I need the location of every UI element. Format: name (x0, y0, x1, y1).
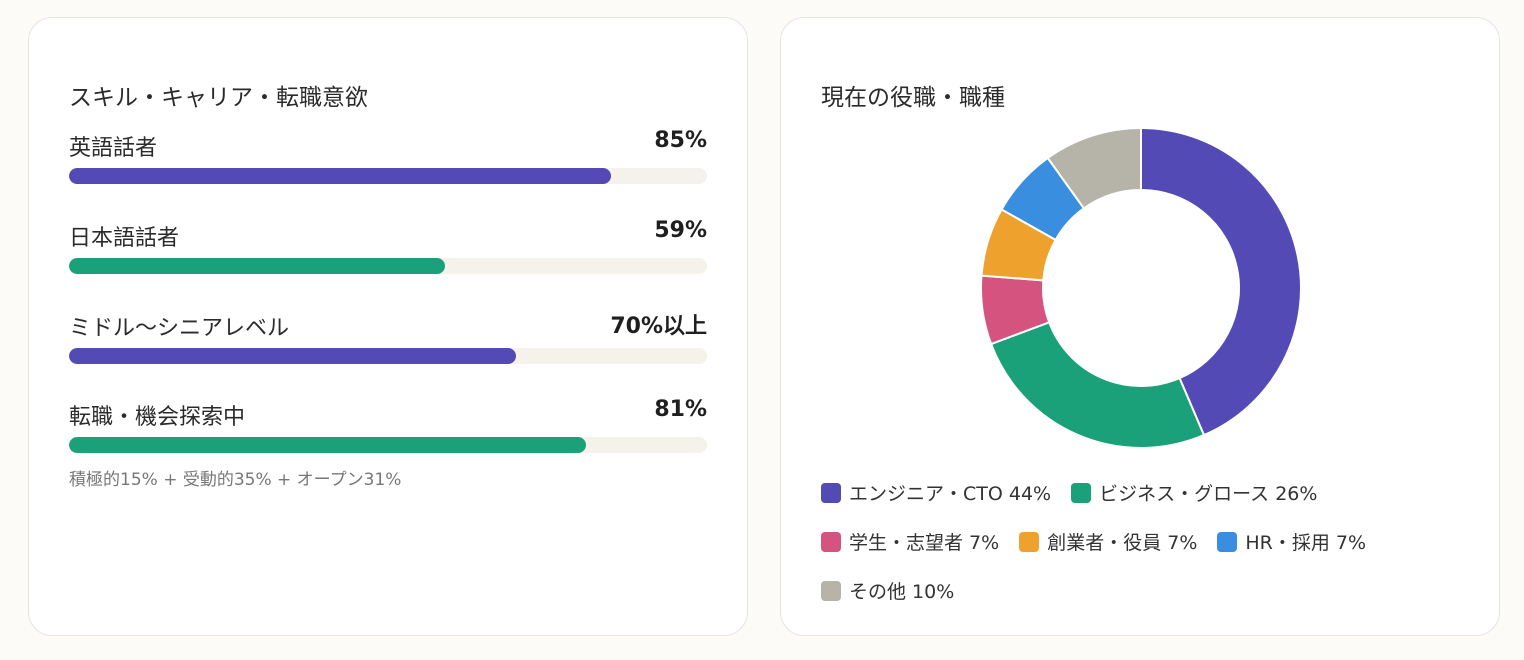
progress-fill (69, 437, 586, 453)
stat-label: ミドル〜シニアレベル (69, 316, 290, 341)
skills-card-title: スキル・キャリア・転職意欲 (69, 85, 368, 111)
stat-value: 85% (654, 128, 707, 153)
legend-swatch (1019, 531, 1040, 552)
stat-value: 59% (654, 218, 707, 243)
stat-job-seeking: 転職・機会探索中 81% 積極的15% + 受動的35% + オープン31% (69, 397, 707, 490)
legend-row: 学生・志望者 7% 創業者・役員 7% HR・採用 7% (821, 517, 1471, 566)
stat-label: 英語話者 (69, 136, 158, 161)
donut-slice-5 (1046, 126, 1142, 210)
progress-fill (69, 168, 612, 184)
legend-item-student: 学生・志望者 7% (821, 528, 999, 555)
donut-chart (980, 126, 1302, 449)
legend-label: その他 10% (849, 581, 955, 603)
progress-fill (69, 258, 446, 274)
roles-card: 現在の役職・職種 エンジニア・CTO 44% ビジネス・グロース 26% 学生・… (780, 17, 1500, 636)
chart-legend: エンジニア・CTO 44% ビジネス・グロース 26% 学生・志望者 7% 創業… (821, 468, 1471, 615)
legend-label: エンジニア・CTO 44% (849, 483, 1052, 505)
skills-card: スキル・キャリア・転職意欲 英語話者 85% 日本語話者 59% ミドル〜シニア… (28, 17, 748, 636)
legend-label: 学生・志望者 7% (849, 532, 1000, 554)
stat-value: 81% (654, 397, 707, 422)
stat-english-speakers: 英語話者 85% (69, 128, 707, 210)
legend-label: ビジネス・グロース 26% (1099, 483, 1318, 505)
legend-row: その他 10% (821, 566, 1471, 615)
legend-item-hr: HR・採用 7% (1217, 528, 1366, 555)
donut-slice-0 (1140, 126, 1302, 437)
progress-track (69, 168, 707, 184)
legend-swatch (1217, 531, 1238, 552)
stat-japanese-speakers: 日本語話者 59% (69, 218, 707, 300)
legend-item-founder: 創業者・役員 7% (1019, 528, 1197, 555)
legend-item-engineer: エンジニア・CTO 44% (821, 479, 1051, 506)
stat-value: 70%以上 (610, 314, 707, 339)
stat-label: 日本語話者 (69, 226, 180, 251)
stat-mid-senior-level: ミドル〜シニアレベル 70%以上 (69, 310, 707, 390)
progress-fill (69, 348, 516, 364)
legend-swatch (821, 531, 841, 552)
donut-slice-1 (989, 321, 1206, 449)
progress-track (69, 437, 707, 453)
legend-row: エンジニア・CTO 44% ビジネス・グロース 26% (821, 468, 1471, 517)
progress-track (69, 348, 707, 364)
stat-breakdown-note: 積極的15% + 受動的35% + オープン31% (69, 470, 402, 490)
roles-card-title: 現在の役職・職種 (821, 85, 1005, 111)
legend-label: HR・採用 7% (1245, 532, 1367, 554)
legend-item-business: ビジネス・グロース 26% (1071, 479, 1317, 506)
legend-swatch (1071, 482, 1092, 503)
legend-swatch (821, 482, 841, 503)
progress-track (69, 258, 707, 274)
legend-label: 創業者・役員 7% (1047, 532, 1198, 554)
legend-item-other: その他 10% (821, 577, 954, 604)
stat-label: 転職・機会探索中 (69, 405, 246, 430)
legend-swatch (821, 580, 841, 601)
